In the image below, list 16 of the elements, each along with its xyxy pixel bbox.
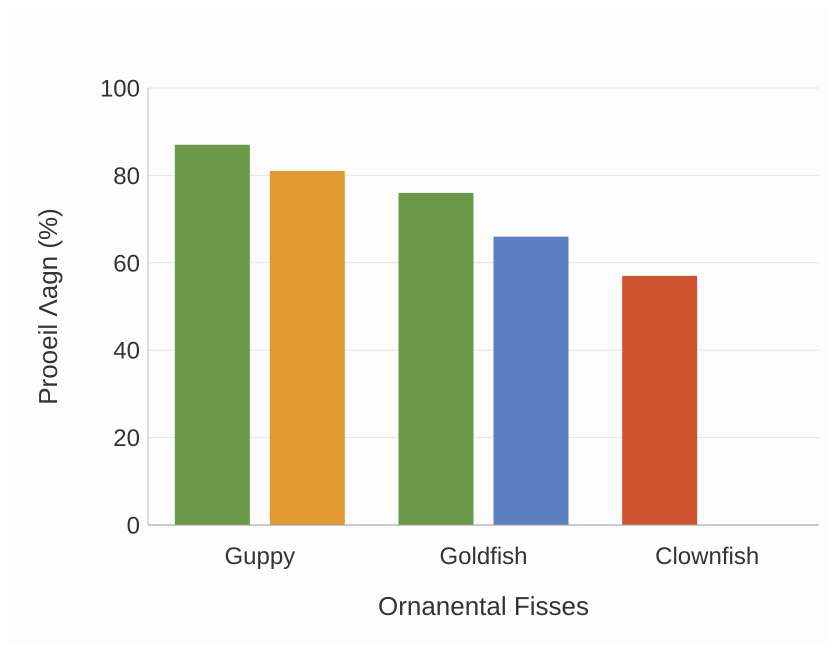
bar xyxy=(270,171,345,525)
x-tick-label: Goldfish xyxy=(439,543,528,570)
x-axis-title: Ornanental Fisses xyxy=(378,591,589,621)
bar xyxy=(174,144,250,525)
y-tick-label: 20 xyxy=(113,425,140,452)
y-axis-title: Prooeil Λagn (%) xyxy=(33,208,64,405)
x-tick-label: Guppy xyxy=(224,543,296,570)
y-tick-label: 100 xyxy=(100,76,140,103)
y-tick-label: 0 xyxy=(126,512,140,540)
x-tick-label: Clownfish xyxy=(655,543,760,570)
bar xyxy=(622,276,698,525)
y-tick-label: 80 xyxy=(113,162,140,190)
bar xyxy=(494,236,569,525)
y-tick-label: 60 xyxy=(113,250,140,278)
bar xyxy=(398,192,474,525)
y-tick-label: 40 xyxy=(113,338,140,365)
